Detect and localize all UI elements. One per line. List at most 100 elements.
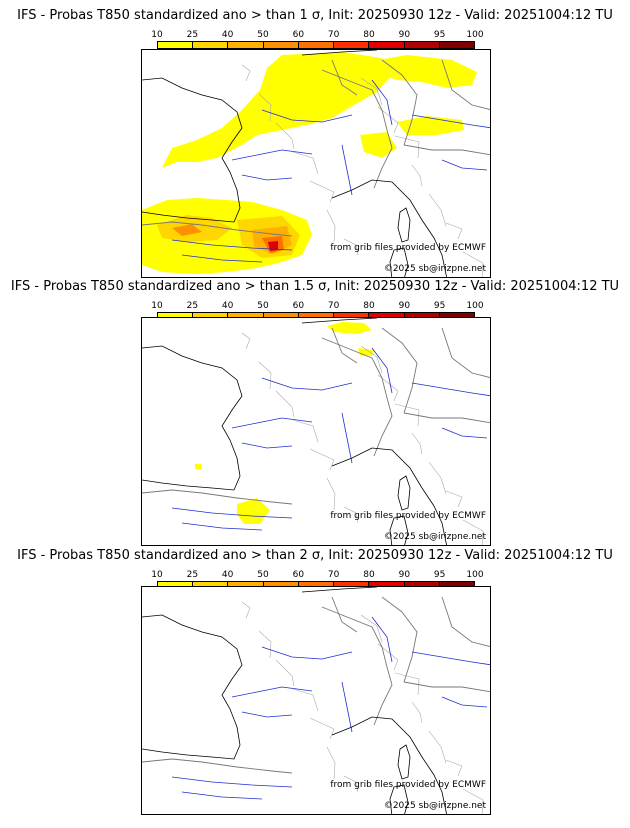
- copyright-credit: ©2025 sb@irizpne.net: [383, 264, 486, 274]
- probability-overlay: [195, 322, 374, 524]
- admin-boundary: [309, 717, 335, 740]
- country-border: [331, 327, 358, 364]
- country-border: [381, 596, 418, 683]
- coastline: [142, 614, 243, 760]
- country-border: [441, 327, 490, 378]
- admin-boundary: [428, 193, 447, 227]
- river: [341, 412, 353, 464]
- colorbar-tick-label: 10: [151, 570, 163, 580]
- river: [371, 616, 393, 663]
- colorbar-tick-label: 70: [327, 570, 340, 580]
- colorbar-tick-label: 10: [151, 30, 163, 40]
- admin-boundary: [394, 403, 420, 427]
- colorbar-swatch: [298, 42, 335, 48]
- island-sardinia: [389, 515, 409, 545]
- colorbar-swatch: [369, 313, 405, 319]
- colorbar-tick-label: 80: [363, 30, 375, 40]
- copyright-credit: ©2025 sb@irizpne.net: [383, 532, 486, 542]
- river: [371, 347, 393, 394]
- panel-3: IFS - Probas T850 standardized ano > tha…: [0, 548, 630, 818]
- colorbar-tick-label: 100: [466, 301, 484, 311]
- river: [441, 696, 488, 708]
- colorbar: 10 25 40 50 60 70 80 90 95 100: [151, 301, 484, 321]
- admin-boundary: [428, 730, 447, 764]
- admin-boundary: [275, 390, 295, 418]
- admin-boundary: [394, 135, 420, 159]
- river: [241, 174, 293, 181]
- colorbar-tick-label: 80: [363, 570, 375, 580]
- colorbar-swatch: [439, 582, 474, 588]
- admin-boundary: [360, 77, 383, 106]
- coastline: [301, 587, 447, 814]
- river: [171, 776, 293, 788]
- admin-boundary: [445, 222, 463, 240]
- colorbar-swatch: [298, 582, 335, 588]
- panel-title: IFS - Probas T850 standardized ano > tha…: [10, 279, 620, 294]
- colorbar-tick-label: 95: [433, 570, 446, 580]
- river: [441, 427, 488, 439]
- colorbar-swatch: [228, 582, 264, 588]
- river: [181, 254, 263, 263]
- country-border: [331, 596, 358, 633]
- admin-boundary: [462, 251, 484, 277]
- panel-1: IFS - Probas T850 standardized ano > tha…: [0, 8, 630, 278]
- panel-title: IFS - Probas T850 standardized ano > tha…: [17, 548, 613, 563]
- admin-boundary: [326, 477, 336, 511]
- colorbar-swatch: [263, 42, 299, 48]
- admin-boundary: [411, 432, 423, 455]
- colorbar-tick-label: 60: [292, 301, 305, 311]
- colorbar: 10 25 40 50 60 70 80 90 95 100: [151, 30, 484, 50]
- admin-boundary: [275, 659, 295, 687]
- admin-boundary: [309, 448, 335, 471]
- river: [231, 417, 313, 429]
- country-border: [403, 681, 490, 693]
- panel-title: IFS - Probas T850 standardized ano > tha…: [17, 8, 613, 23]
- admin-boundary: [326, 746, 336, 780]
- island-sardinia: [389, 247, 409, 277]
- colorbar-swatch: [158, 582, 194, 588]
- colorbar-tick-label: 95: [433, 30, 446, 40]
- colorbar-tick-label: 50: [257, 30, 269, 40]
- colorbar-tick-label: 100: [466, 30, 484, 40]
- admin-boundary: [394, 672, 420, 696]
- colorbar-tick-label: 40: [221, 301, 234, 311]
- admin-boundary: [292, 419, 319, 443]
- probability-map: from grib files provided by ECMWF ©2025 …: [141, 317, 491, 546]
- coastline: [301, 50, 447, 277]
- admin-boundary: [241, 64, 251, 82]
- admin-boundary: [326, 209, 336, 243]
- river: [411, 382, 490, 397]
- colorbar-tick-label: 25: [186, 301, 199, 311]
- source-credit: from grib files provided by ECMWF: [330, 243, 486, 253]
- river: [261, 377, 353, 391]
- colorbar-swatch: [369, 582, 405, 588]
- colorbar-tick-label: 50: [257, 570, 269, 580]
- colorbar-swatch: [193, 582, 229, 588]
- colorbar-tick-label: 100: [466, 570, 484, 580]
- country-border: [142, 489, 293, 505]
- admin-boundary: [445, 759, 463, 777]
- colorbar-swatch: [263, 313, 299, 319]
- admin-boundary: [258, 630, 272, 659]
- country-border: [403, 144, 490, 156]
- admin-boundary: [241, 601, 251, 619]
- colorbar-tick-label: 80: [363, 301, 375, 311]
- island-corsica: [397, 207, 411, 243]
- island-corsica: [397, 744, 411, 780]
- colorbar-swatch: [158, 313, 194, 319]
- river: [171, 239, 293, 251]
- country-border: [441, 59, 490, 110]
- admin-boundary: [377, 106, 399, 134]
- colorbar-swatch: [158, 42, 194, 48]
- country-border: [321, 69, 393, 189]
- country-border: [321, 337, 393, 457]
- colorbar-swatch: [334, 42, 370, 48]
- admin-boundary: [343, 506, 359, 524]
- admin-boundary: [343, 238, 359, 256]
- river: [231, 686, 313, 698]
- colorbar-tick-label: 90: [398, 301, 411, 311]
- river: [341, 144, 353, 196]
- country-border: [142, 758, 293, 774]
- island-sardinia: [389, 784, 409, 814]
- colorbar-swatch: [193, 313, 229, 319]
